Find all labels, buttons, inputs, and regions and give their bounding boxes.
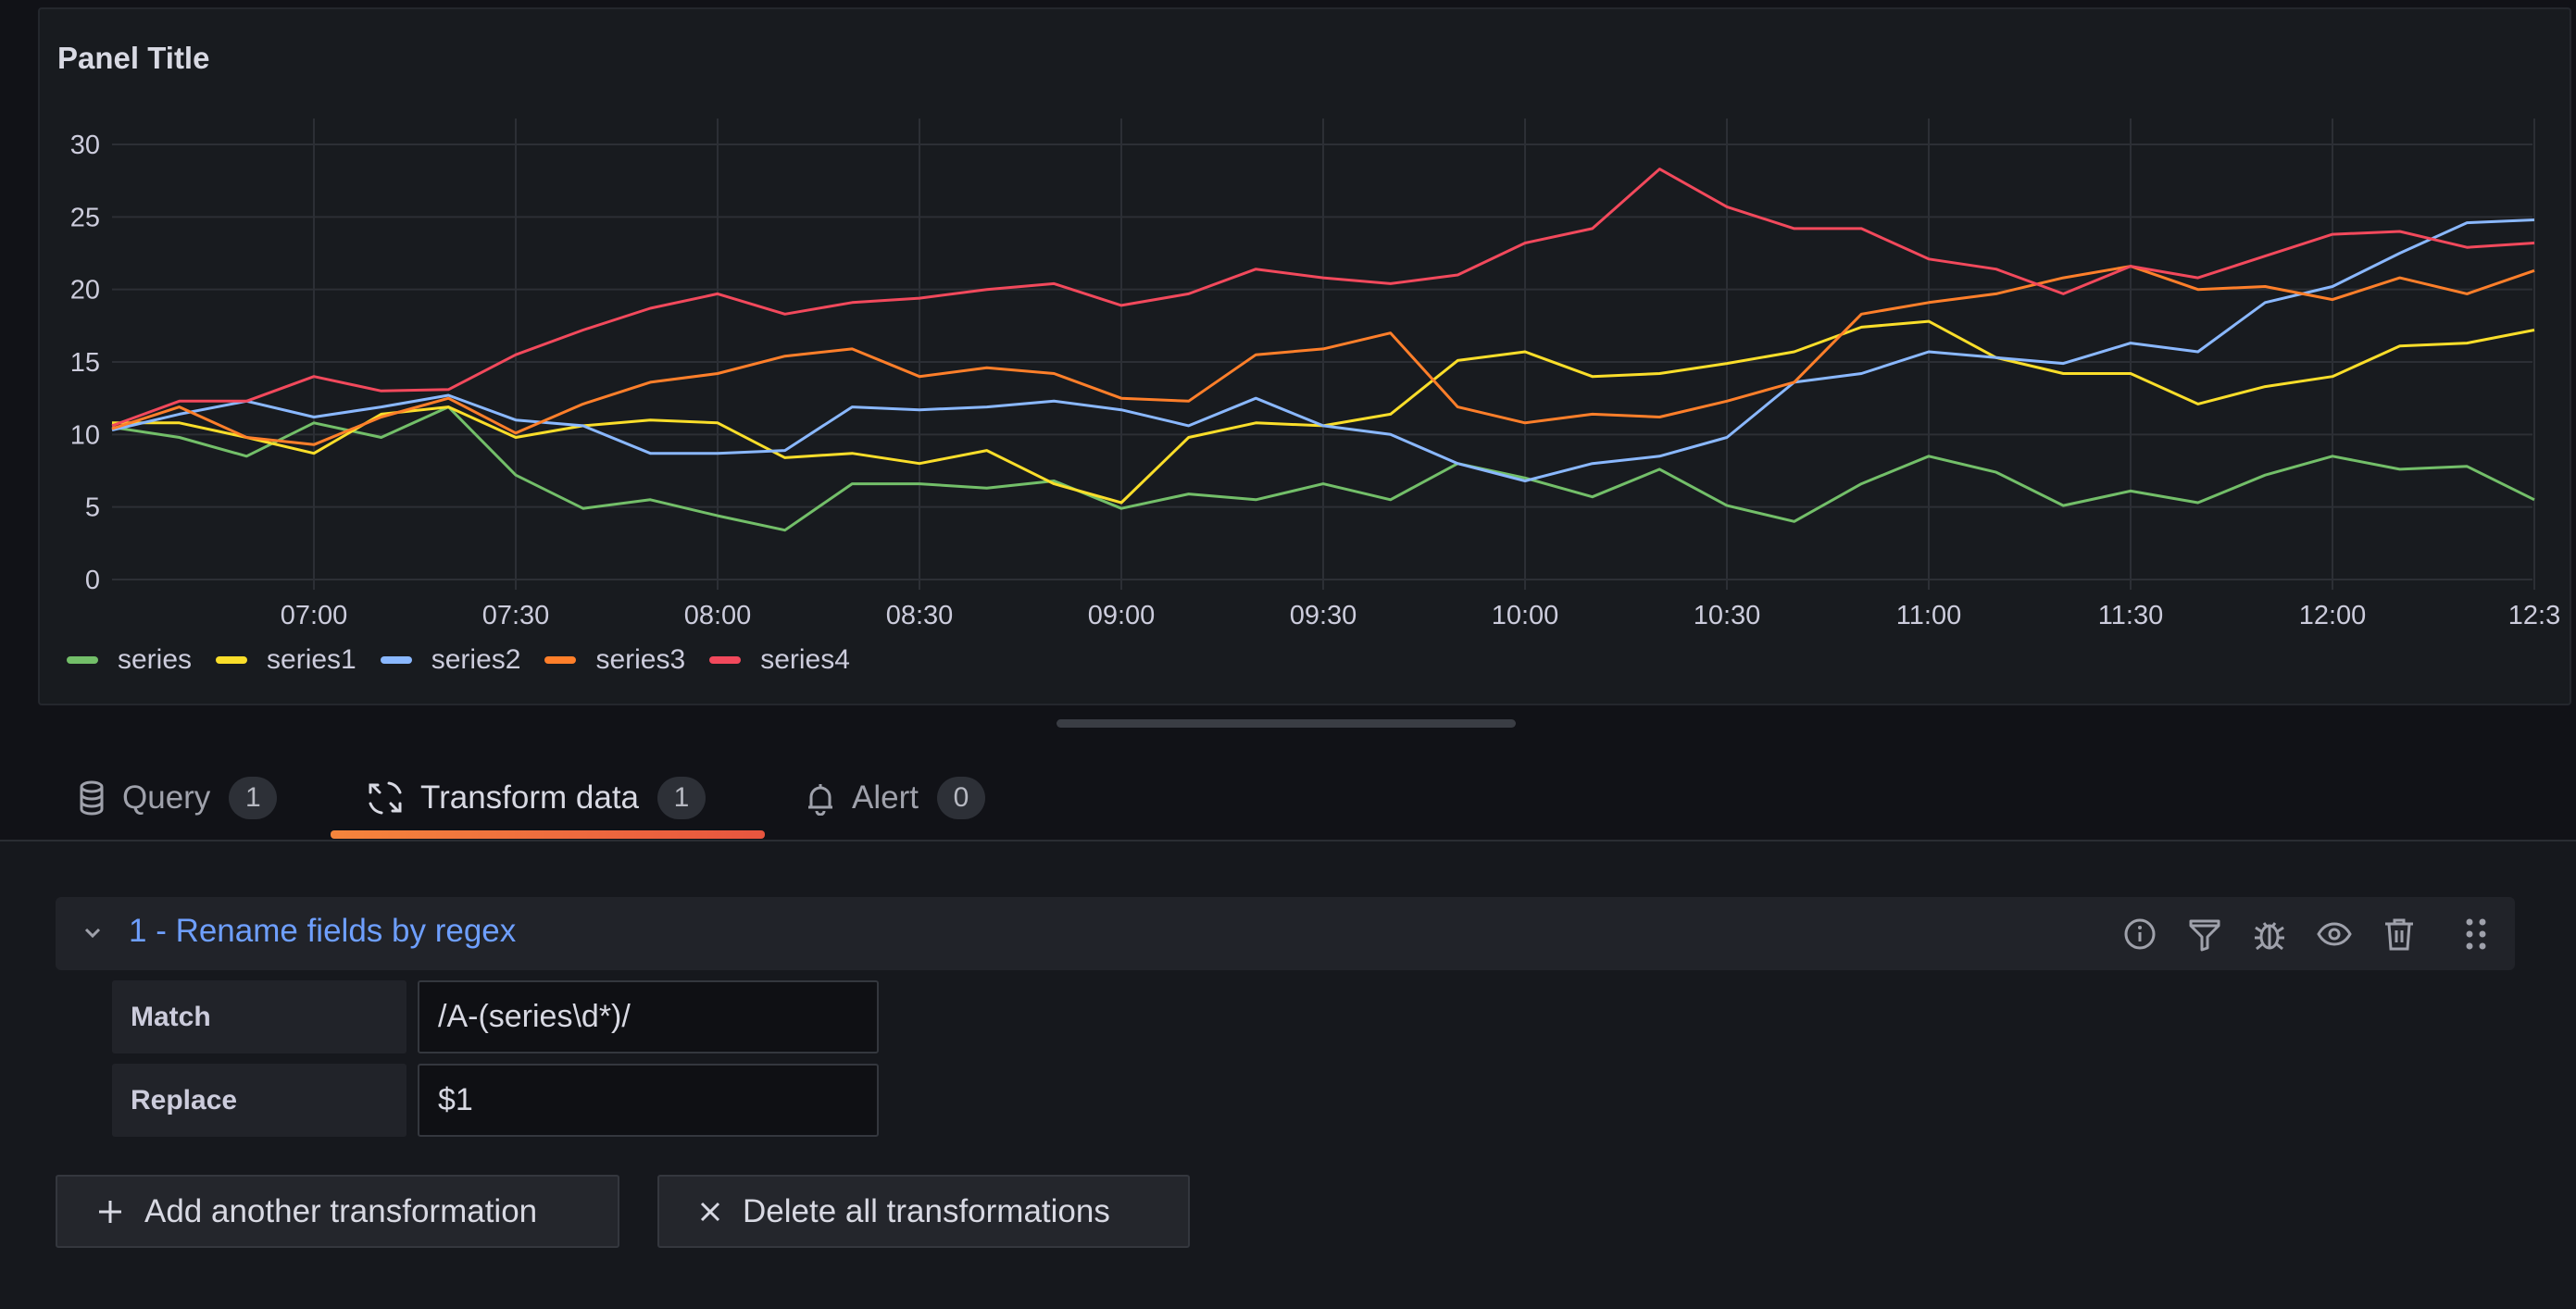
- plus-icon: [96, 1198, 124, 1226]
- delete-all-transformations-button[interactable]: Delete all transformations: [657, 1175, 1190, 1248]
- y-tick-label: 15: [70, 348, 100, 378]
- y-tick-label: 0: [85, 566, 100, 595]
- x-tick-label: 11:30: [2098, 601, 2163, 630]
- tab-count-badge: 1: [657, 777, 706, 819]
- add-transformation-button[interactable]: Add another transformation: [56, 1175, 619, 1248]
- x-tick-label: 09:30: [1290, 601, 1357, 630]
- x-tick-label: 07:00: [281, 601, 348, 630]
- match-input[interactable]: [418, 980, 879, 1053]
- time-series-chart: 0 5 10 15 20 25 30 07:00 07:30 08:00 08:30 09:00 09:…: [0, 0, 2576, 704]
- database-icon: [78, 780, 106, 816]
- transformation-title[interactable]: 1 - Rename fields by regex: [129, 913, 516, 950]
- legend-item[interactable]: series2: [381, 644, 521, 676]
- y-tick-label: 25: [70, 203, 100, 232]
- legend-swatch: [709, 656, 741, 664]
- eye-icon[interactable]: [2316, 916, 2353, 953]
- panel-resize-handle[interactable]: [1057, 719, 1516, 728]
- legend-item[interactable]: series3: [544, 644, 685, 676]
- x-tick-label: 12:3: [2508, 601, 2560, 630]
- x-tick-label: 09:00: [1088, 601, 1156, 630]
- y-tick-label: 30: [70, 131, 100, 160]
- x-tick-label: 11:00: [1896, 601, 1961, 630]
- x-tick-label: 12:00: [2299, 601, 2367, 630]
- y-tick-label: 10: [70, 420, 100, 450]
- y-tick-label: 5: [85, 493, 100, 523]
- drag-handle-icon[interactable]: [2457, 916, 2495, 953]
- replace-input[interactable]: [418, 1064, 879, 1137]
- legend-label: series: [118, 644, 192, 676]
- legend-label: series2: [431, 644, 521, 676]
- chevron-down-icon[interactable]: [81, 922, 104, 944]
- tab-alert[interactable]: Alert 0: [806, 776, 985, 820]
- y-tick-label: 20: [70, 276, 100, 305]
- legend-swatch: [216, 656, 247, 664]
- match-label: Match: [112, 980, 406, 1053]
- replace-label: Replace: [112, 1064, 406, 1137]
- legend-label: series3: [595, 644, 685, 676]
- x-tick-label: 10:00: [1492, 601, 1559, 630]
- legend-label: series4: [760, 644, 850, 676]
- bell-icon: [806, 780, 835, 816]
- legend-swatch: [544, 656, 576, 664]
- button-label: Delete all transformations: [743, 1193, 1110, 1230]
- close-icon: [698, 1200, 722, 1224]
- active-tab-indicator: [331, 830, 765, 839]
- bug-icon[interactable]: [2251, 916, 2288, 953]
- tab-label: Transform data: [420, 779, 639, 817]
- chart-legend: series series1 series2 series3 series4: [67, 644, 874, 676]
- tab-count-badge: 1: [229, 777, 277, 819]
- info-icon[interactable]: [2121, 916, 2158, 953]
- filter-icon[interactable]: [2186, 916, 2223, 953]
- x-tick-label: 07:30: [482, 601, 550, 630]
- tab-transform-data[interactable]: Transform data 1: [367, 776, 706, 820]
- tab-query[interactable]: Query 1: [78, 776, 277, 820]
- x-tick-label: 10:30: [1694, 601, 1761, 630]
- legend-swatch: [381, 656, 412, 664]
- legend-swatch: [67, 656, 98, 664]
- x-tick-label: 08:30: [886, 601, 954, 630]
- trash-icon[interactable]: [2381, 916, 2418, 953]
- transform-icon: [367, 779, 404, 817]
- tab-count-badge: 0: [937, 777, 985, 819]
- tab-label: Query: [122, 779, 210, 817]
- tab-label: Alert: [852, 779, 919, 817]
- button-label: Add another transformation: [144, 1193, 537, 1230]
- legend-item[interactable]: series1: [216, 644, 356, 676]
- legend-label: series1: [267, 644, 356, 676]
- legend-item[interactable]: series4: [709, 644, 850, 676]
- legend-item[interactable]: series: [67, 644, 192, 676]
- x-tick-label: 08:00: [684, 601, 752, 630]
